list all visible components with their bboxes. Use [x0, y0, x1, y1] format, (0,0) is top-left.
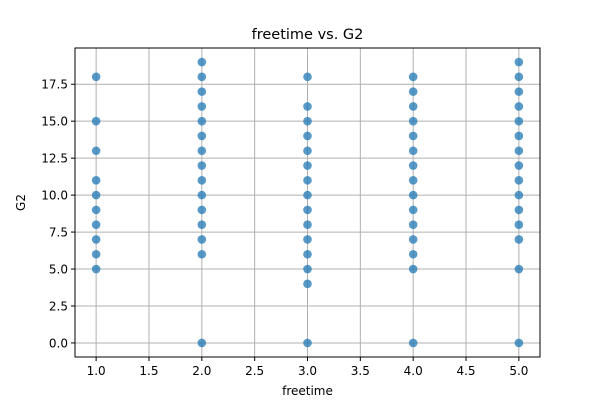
data-point — [514, 205, 524, 215]
data-point — [408, 205, 418, 215]
data-point — [197, 176, 207, 185]
data-point — [91, 146, 101, 156]
data-point — [197, 220, 207, 229]
data-point — [514, 161, 524, 170]
data-point — [408, 220, 418, 229]
data-point — [408, 102, 418, 111]
data-point — [197, 161, 207, 170]
data-point — [91, 220, 101, 229]
x-tick-label: 4.5 — [456, 364, 475, 378]
data-point — [408, 338, 418, 348]
x-tick-label: 4.0 — [404, 364, 423, 378]
data-point — [408, 161, 418, 170]
data-point — [408, 264, 418, 274]
data-point — [303, 102, 312, 111]
x-tick-label: 1.0 — [87, 364, 106, 378]
y-tick-label: 12.5 — [41, 151, 68, 165]
x-tick-label: 3.5 — [351, 364, 370, 378]
x-tick-label: 5.0 — [509, 364, 528, 378]
data-point — [408, 235, 418, 244]
data-point — [303, 176, 312, 185]
data-point — [514, 176, 524, 185]
x-tick-label: 2.0 — [192, 364, 211, 378]
data-point — [197, 235, 207, 244]
data-points — [91, 57, 524, 348]
data-point — [303, 131, 312, 141]
data-point — [197, 205, 207, 215]
y-tick-label: 2.5 — [49, 299, 68, 313]
y-tick-label: 5.0 — [49, 262, 68, 276]
data-point — [303, 146, 312, 156]
x-tick-label: 2.5 — [245, 364, 264, 378]
data-point — [197, 190, 207, 200]
data-point — [408, 190, 418, 200]
data-point — [408, 72, 418, 82]
axis-ticks: 1.0 1.5 2.0 2.5 3.0 3.5 4.0 4.5 5.0 0.0 2.5 5.0 7.5 1… — [41, 78, 528, 378]
y-tick-label: 17.5 — [41, 78, 68, 92]
data-point — [303, 161, 312, 170]
data-point — [514, 264, 524, 274]
data-point — [408, 87, 418, 96]
data-point — [91, 249, 101, 259]
y-tick-label: 0.0 — [49, 336, 68, 350]
data-point — [91, 116, 101, 126]
data-point — [514, 102, 524, 111]
data-point — [303, 235, 312, 244]
data-point — [197, 102, 207, 111]
data-point — [303, 116, 312, 126]
data-point — [91, 264, 101, 274]
data-point — [303, 220, 312, 229]
data-point — [91, 205, 101, 215]
data-point — [303, 279, 312, 289]
data-point — [91, 176, 101, 185]
data-point — [91, 235, 101, 244]
x-axis-label: freetime — [282, 384, 333, 398]
data-point — [197, 338, 207, 348]
data-point — [514, 146, 524, 156]
data-point — [408, 131, 418, 141]
data-point — [197, 87, 207, 96]
y-axis-label: G2 — [14, 194, 28, 211]
data-point — [91, 72, 101, 82]
data-point — [408, 176, 418, 185]
data-point — [514, 116, 524, 126]
y-tick-label: 7.5 — [49, 225, 68, 239]
x-tick-label: 1.5 — [139, 364, 158, 378]
data-point — [408, 146, 418, 156]
data-point — [303, 249, 312, 259]
data-point — [197, 146, 207, 156]
y-tick-label: 10.0 — [41, 188, 68, 202]
data-point — [514, 57, 524, 67]
data-point — [197, 131, 207, 141]
data-point — [303, 72, 312, 82]
chart-title: freetime vs. G2 — [252, 27, 364, 43]
data-point — [514, 220, 524, 229]
data-point — [197, 249, 207, 259]
data-point — [197, 72, 207, 82]
data-point — [303, 205, 312, 215]
data-point — [514, 338, 524, 348]
data-point — [408, 116, 418, 126]
y-tick-label: 15.0 — [41, 114, 68, 128]
data-point — [514, 235, 524, 244]
data-point — [514, 131, 524, 141]
x-tick-label: 3.0 — [298, 364, 317, 378]
data-point — [303, 338, 312, 348]
data-point — [514, 72, 524, 82]
data-point — [408, 249, 418, 259]
data-point — [514, 190, 524, 200]
data-point — [303, 264, 312, 274]
data-point — [197, 57, 207, 67]
data-point — [197, 116, 207, 126]
data-point — [514, 87, 524, 96]
data-point — [91, 190, 101, 200]
data-point — [303, 190, 312, 200]
